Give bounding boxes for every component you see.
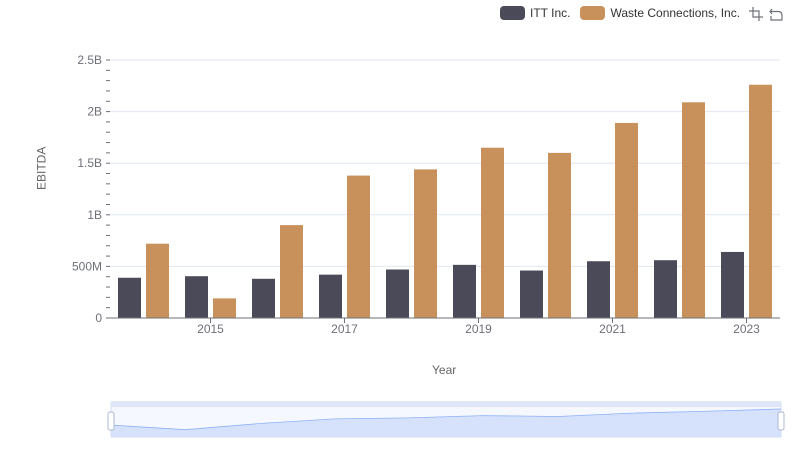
bar-itt-2021[interactable] <box>587 261 610 318</box>
x-tick-label: 2017 <box>331 322 358 336</box>
y-tick-label: 1.5B <box>77 156 102 170</box>
bar-waste-connections-2021[interactable] <box>615 122 638 319</box>
zoom-move-bar[interactable] <box>111 401 781 407</box>
y-tick-label: 2.5B <box>77 53 102 67</box>
legend-swatch-itt <box>500 6 525 20</box>
bar-waste-connections-2019[interactable] <box>481 147 504 318</box>
legend-label-itt: ITT Inc. <box>530 6 571 20</box>
y-tick-label: 1B <box>87 208 102 222</box>
legend: ITT Inc. Waste Connections, Inc. <box>500 4 750 22</box>
x-tick-label: 2015 <box>197 322 224 336</box>
zoom-line <box>110 408 782 431</box>
data-zoom-slider[interactable] <box>107 401 785 438</box>
zoom-handle-right[interactable] <box>777 411 785 431</box>
zoom-icon[interactable] <box>748 6 764 22</box>
bar-itt-2020[interactable] <box>520 270 543 318</box>
bar-itt-2018[interactable] <box>386 269 409 318</box>
x-axis-label: Year <box>432 363 457 377</box>
bar-waste-connections-2022[interactable] <box>682 102 705 318</box>
bar-waste-connections-2015[interactable] <box>213 298 236 318</box>
bar-waste-connections-2020[interactable] <box>548 152 571 318</box>
bars[interactable] <box>118 84 772 319</box>
x-tick-label: 2019 <box>465 322 492 336</box>
y-tick-label: 500M <box>72 259 102 273</box>
bar-waste-connections-2017[interactable] <box>347 175 370 318</box>
legend-label-waste-connections: Waste Connections, Inc. <box>610 6 741 20</box>
bar-itt-2014[interactable] <box>118 277 141 318</box>
legend-swatch-waste-connections <box>580 6 606 20</box>
bar-itt-2019[interactable] <box>453 264 476 318</box>
bar-itt-2015[interactable] <box>185 276 208 318</box>
x-tick-label: 2021 <box>599 322 626 336</box>
grid-lines <box>110 59 780 267</box>
x-tick-label: 2023 <box>733 322 760 336</box>
bar-waste-connections-2014[interactable] <box>146 243 169 318</box>
bar-waste-connections-2018[interactable] <box>414 169 437 318</box>
chart-toolbar <box>748 6 788 22</box>
legend-item-itt[interactable]: ITT Inc. <box>500 6 570 20</box>
bar-waste-connections-2016[interactable] <box>280 225 303 318</box>
y-axis-label: EBITDA <box>34 146 49 190</box>
bar-itt-2023[interactable] <box>721 251 744 318</box>
restore-icon[interactable] <box>768 6 784 22</box>
bar-itt-2022[interactable] <box>654 260 677 318</box>
bar-waste-connections-2023[interactable] <box>749 84 772 318</box>
bar-itt-2017[interactable] <box>319 274 342 318</box>
zoom-area <box>111 409 781 437</box>
y-axis-ticks: 0 500M 1B 1.5B 2B 2.5B <box>72 53 110 325</box>
y-tick-label: 0 <box>95 311 102 325</box>
legend-item-waste-connections[interactable]: Waste Connections, Inc. <box>580 6 740 20</box>
x-axis: 2015 2017 2019 2021 2023 <box>110 317 780 336</box>
zoom-handle-left[interactable] <box>107 411 115 431</box>
y-tick-label: 2B <box>87 105 102 119</box>
bar-itt-2016[interactable] <box>252 278 275 318</box>
